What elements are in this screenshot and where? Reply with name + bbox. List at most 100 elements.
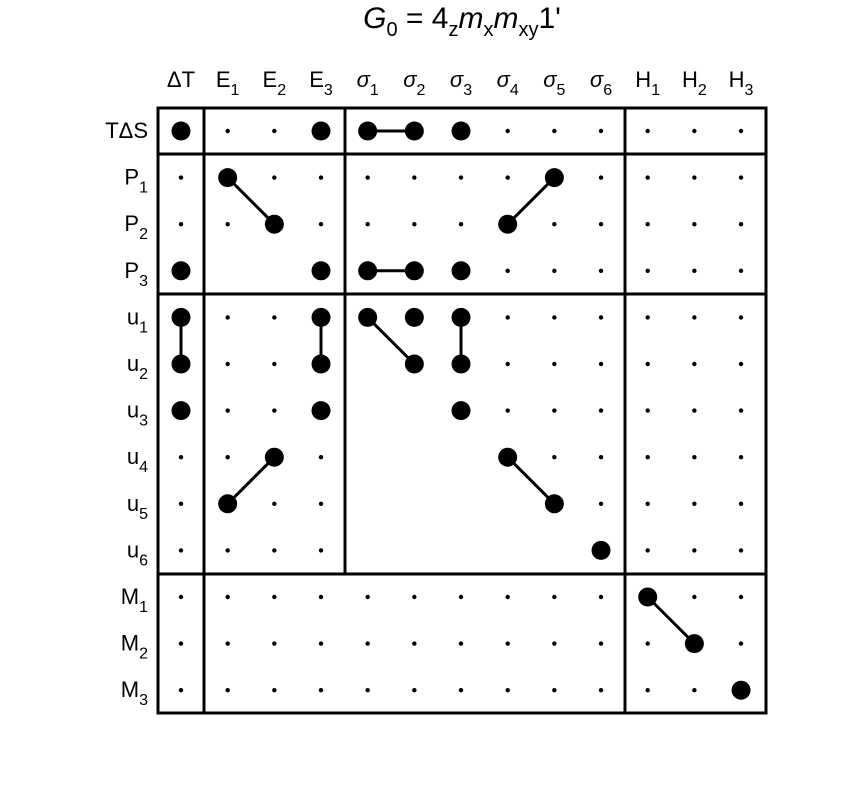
small-dot bbox=[738, 222, 744, 227]
large-dot bbox=[544, 168, 564, 188]
column-label-sub: 2 bbox=[698, 82, 707, 99]
column-label-sub: 5 bbox=[557, 82, 566, 99]
row-label-sub: 1 bbox=[139, 599, 148, 616]
small-dot bbox=[552, 455, 557, 460]
large-dot bbox=[218, 494, 238, 514]
small-dot bbox=[645, 222, 650, 227]
small-dot bbox=[178, 175, 184, 180]
small-dot bbox=[505, 688, 510, 693]
small-dot bbox=[225, 361, 230, 367]
small-dot bbox=[598, 688, 604, 693]
small-dot bbox=[412, 175, 417, 180]
small-dot bbox=[225, 548, 230, 553]
small-dot bbox=[598, 641, 604, 646]
large-dot bbox=[638, 587, 658, 607]
small-dot bbox=[645, 548, 650, 553]
small-dot bbox=[738, 501, 744, 506]
row-label-sub: 5 bbox=[139, 506, 148, 523]
small-dot bbox=[505, 268, 510, 273]
small-dot bbox=[458, 641, 464, 646]
large-dot bbox=[404, 307, 424, 327]
large-dot bbox=[451, 261, 471, 281]
large-dot bbox=[451, 401, 471, 421]
column-label-sub: 1 bbox=[370, 82, 379, 99]
row-label-main: M bbox=[121, 584, 139, 609]
small-dot bbox=[272, 688, 277, 693]
small-dot bbox=[272, 361, 277, 367]
small-dot bbox=[458, 175, 464, 180]
small-dot bbox=[738, 641, 744, 646]
small-dot bbox=[505, 361, 510, 367]
small-dot bbox=[178, 688, 184, 693]
column-label: E2 bbox=[263, 67, 287, 99]
column-label: σ2 bbox=[403, 67, 425, 99]
small-dot bbox=[552, 222, 557, 227]
small-dot bbox=[598, 361, 604, 367]
small-dot bbox=[598, 175, 604, 180]
small-dot bbox=[505, 641, 510, 646]
small-dot bbox=[272, 594, 277, 600]
column-label-main: E bbox=[263, 67, 278, 92]
row-label: u4 bbox=[127, 444, 148, 476]
row-label-sub: 3 bbox=[139, 273, 148, 290]
small-dot bbox=[365, 641, 370, 646]
large-dot bbox=[171, 354, 191, 374]
small-dot bbox=[692, 408, 697, 413]
column-label: σ4 bbox=[497, 67, 519, 99]
column-label-sub: 3 bbox=[463, 82, 472, 99]
small-dot bbox=[318, 688, 324, 693]
row-label-sub: 3 bbox=[139, 692, 148, 709]
small-dot bbox=[692, 361, 697, 367]
small-dot bbox=[738, 455, 744, 460]
large-dot bbox=[171, 401, 191, 421]
small-dot bbox=[598, 501, 604, 506]
small-dot bbox=[412, 222, 417, 227]
small-dot bbox=[272, 501, 277, 506]
small-dot bbox=[552, 594, 557, 600]
column-label-main: ΔT bbox=[167, 67, 195, 92]
small-dot bbox=[318, 548, 324, 553]
small-dot bbox=[598, 315, 604, 320]
large-dot bbox=[171, 121, 191, 141]
large-dot bbox=[498, 447, 518, 467]
row-label-sub: 2 bbox=[139, 226, 148, 243]
small-dot bbox=[225, 315, 230, 320]
column-label-main: σ bbox=[450, 67, 464, 92]
column-label: H1 bbox=[635, 67, 660, 99]
row-label: TΔS bbox=[105, 118, 148, 143]
column-label: H2 bbox=[682, 67, 707, 99]
large-dot bbox=[311, 401, 331, 421]
row-label-main: P bbox=[124, 258, 139, 283]
small-dot bbox=[645, 455, 650, 460]
row-label-main: u bbox=[127, 444, 139, 469]
column-label: H3 bbox=[729, 67, 754, 99]
small-dot bbox=[318, 455, 324, 460]
column-label: ΔT bbox=[167, 67, 195, 92]
small-dot bbox=[272, 128, 277, 134]
connector bbox=[646, 595, 696, 645]
title: G0 = 4zmxmxy1' bbox=[363, 2, 561, 41]
large-dot bbox=[311, 121, 331, 141]
column-label-sub: 1 bbox=[231, 82, 240, 99]
column-label-main: σ bbox=[543, 67, 557, 92]
row-label-main: u bbox=[127, 398, 139, 423]
row-label: u1 bbox=[127, 304, 148, 336]
small-dot bbox=[505, 175, 510, 180]
small-dot bbox=[692, 315, 697, 320]
small-dot bbox=[738, 128, 744, 134]
small-dot bbox=[738, 315, 744, 320]
column-label-main: σ bbox=[403, 67, 417, 92]
row-label-main: M bbox=[121, 631, 139, 656]
row-label: P2 bbox=[124, 211, 148, 243]
small-dot bbox=[692, 268, 697, 273]
small-dot bbox=[598, 594, 604, 600]
small-dot bbox=[272, 548, 277, 553]
small-dot bbox=[178, 222, 184, 227]
connector bbox=[226, 176, 276, 226]
column-label-main: σ bbox=[357, 67, 371, 92]
small-dot bbox=[692, 175, 697, 180]
connector bbox=[506, 176, 556, 226]
row-label: M2 bbox=[121, 631, 148, 663]
large-dot bbox=[264, 447, 284, 467]
